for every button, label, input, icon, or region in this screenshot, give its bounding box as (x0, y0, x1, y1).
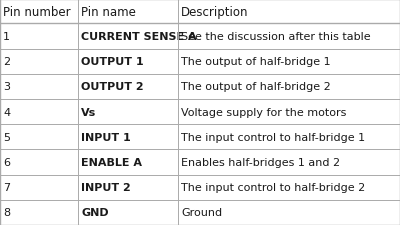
Text: INPUT 1: INPUT 1 (81, 132, 131, 142)
Text: The output of half-bridge 2: The output of half-bridge 2 (181, 82, 331, 92)
Text: Description: Description (181, 6, 249, 19)
Text: 4: 4 (3, 107, 10, 117)
Text: 7: 7 (3, 182, 10, 192)
Text: Pin name: Pin name (81, 6, 136, 19)
Text: 3: 3 (3, 82, 10, 92)
Text: ENABLE A: ENABLE A (81, 157, 142, 167)
Text: OUTPUT 2: OUTPUT 2 (81, 82, 144, 92)
Text: The input control to half-bridge 1: The input control to half-bridge 1 (181, 132, 365, 142)
Text: 5: 5 (3, 132, 10, 142)
Text: See the discussion after this table: See the discussion after this table (181, 32, 371, 42)
Text: INPUT 2: INPUT 2 (81, 182, 131, 192)
Text: The output of half-bridge 1: The output of half-bridge 1 (181, 57, 331, 67)
Text: Pin number: Pin number (3, 6, 71, 19)
Text: Voltage supply for the motors: Voltage supply for the motors (181, 107, 346, 117)
Text: CURRENT SENSE A: CURRENT SENSE A (81, 32, 197, 42)
Text: Ground: Ground (181, 207, 222, 217)
Text: 8: 8 (3, 207, 10, 217)
Text: The input control to half-bridge 2: The input control to half-bridge 2 (181, 182, 366, 192)
Text: Vs: Vs (81, 107, 96, 117)
Text: GND: GND (81, 207, 109, 217)
Text: OUTPUT 1: OUTPUT 1 (81, 57, 144, 67)
Text: 1: 1 (3, 32, 10, 42)
Text: 6: 6 (3, 157, 10, 167)
Text: 2: 2 (3, 57, 10, 67)
Text: Enables half-bridges 1 and 2: Enables half-bridges 1 and 2 (181, 157, 340, 167)
